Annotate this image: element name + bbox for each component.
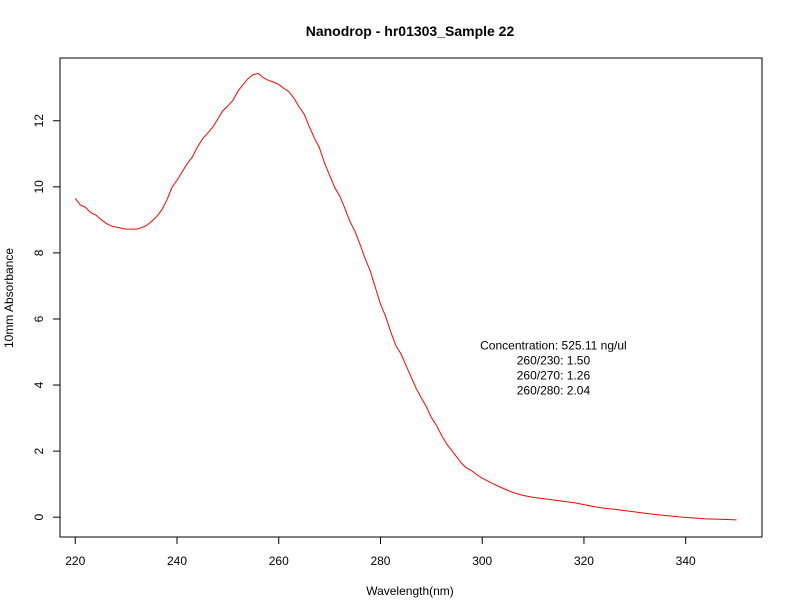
annotation-line: Concentration: 525.11 ng/ul — [480, 338, 627, 352]
x-tick-label: 240 — [167, 554, 187, 568]
x-tick-label: 340 — [676, 554, 696, 568]
x-tick-label: 320 — [574, 554, 594, 568]
y-tick-label: 2 — [32, 447, 46, 454]
y-axis-label: 10mm Absorbance — [2, 248, 16, 348]
y-tick-label: 12 — [32, 114, 46, 128]
x-tick-label: 300 — [472, 554, 492, 568]
x-tick-label: 260 — [269, 554, 289, 568]
y-axis: 0 2 4 6 8 10 12 — [32, 114, 61, 521]
annotation-line: 260/280: 2.04 — [517, 383, 591, 397]
y-tick-label: 10 — [32, 180, 46, 194]
annotation-line: 260/270: 1.26 — [517, 368, 591, 382]
y-tick-label: 4 — [32, 381, 46, 388]
y-tick-label: 8 — [32, 249, 46, 256]
x-tick-label: 220 — [65, 554, 85, 568]
y-tick-label: 0 — [32, 514, 46, 521]
annotation-line: 260/230: 1.50 — [517, 353, 591, 367]
plot-frame — [59, 57, 763, 538]
x-tick-label: 280 — [370, 554, 390, 568]
x-axis-label: Wavelength(nm) — [366, 584, 454, 598]
chart-title: Nanodrop - hr01303_Sample 22 — [306, 23, 515, 39]
absorbance-curve — [74, 72, 737, 521]
y-tick-label: 6 — [32, 315, 46, 322]
x-axis: 220 240 260 280 300 320 340 — [65, 536, 696, 568]
